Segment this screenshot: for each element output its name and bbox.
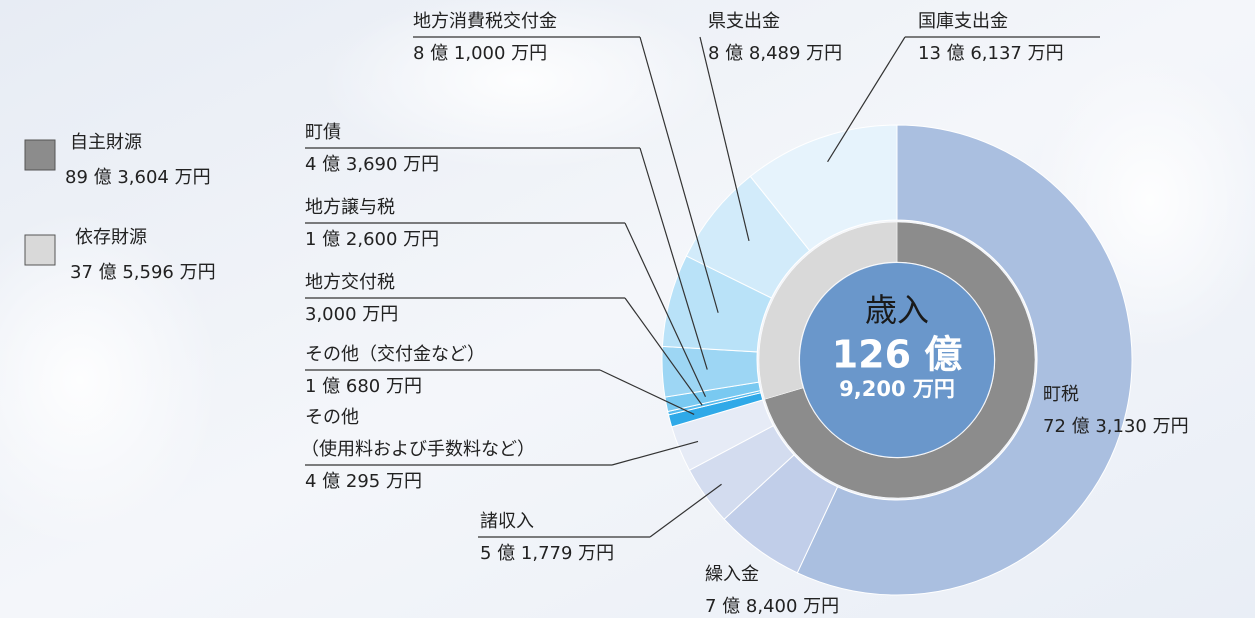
segment-label: 国庫支出金 <box>918 11 1008 32</box>
segment-value: 13 億 6,137 万円 <box>918 43 1064 64</box>
segment-label: 地方譲与税 <box>305 197 395 218</box>
segment-value: 4 億 3,690 万円 <box>305 154 439 175</box>
segment-value: 72 億 3,130 万円 <box>1043 416 1189 437</box>
segment-value: 7 億 8,400 万円 <box>705 596 839 617</box>
legend-swatch <box>25 140 55 170</box>
segment-label: 県支出金 <box>708 11 780 32</box>
chart: 自主財源 89 億 3,604 万円依存財源 37 億 5,596 万円 歳入 126… <box>0 0 1255 618</box>
legend-label: 自主財源 <box>70 132 142 153</box>
segment-label: 諸収入 <box>480 511 534 532</box>
segment-value: 8 億 8,489 万円 <box>708 43 842 64</box>
segment-label: 繰入金 <box>705 564 759 585</box>
segment-value: 8 億 1,000 万円 <box>413 43 547 64</box>
legend-value: 37 億 5,596 万円 <box>70 262 216 283</box>
legend-value: 89 億 3,604 万円 <box>65 167 211 188</box>
segment-label: 地方交付税 <box>305 272 395 293</box>
segment-label: その他 <box>305 407 359 428</box>
segment-label: （使用料および手数料など） <box>301 439 535 460</box>
legend-swatch <box>25 235 55 265</box>
segment-label: 町債 <box>305 122 341 143</box>
segment-value: 4 億 295 万円 <box>305 471 422 492</box>
rings: 歳入 126 億9,200 万円 <box>662 125 1132 595</box>
segment-label: 地方消費税交付金 <box>413 11 557 32</box>
segment-label: その他（交付金など） <box>305 344 485 365</box>
legend-label: 依存財源 <box>75 227 147 248</box>
center-title: 歳入 <box>865 291 929 329</box>
center-total-sub: 9,200 万円 <box>839 377 955 401</box>
segment-label: 町税 <box>1043 384 1079 405</box>
segment-value: 1 億 2,600 万円 <box>305 229 439 250</box>
segment-value: 3,000 万円 <box>305 304 398 325</box>
segment-value: 5 億 1,779 万円 <box>480 543 614 564</box>
segment-value: 1 億 680 万円 <box>305 376 422 397</box>
center-total: 126 億 <box>832 333 963 377</box>
